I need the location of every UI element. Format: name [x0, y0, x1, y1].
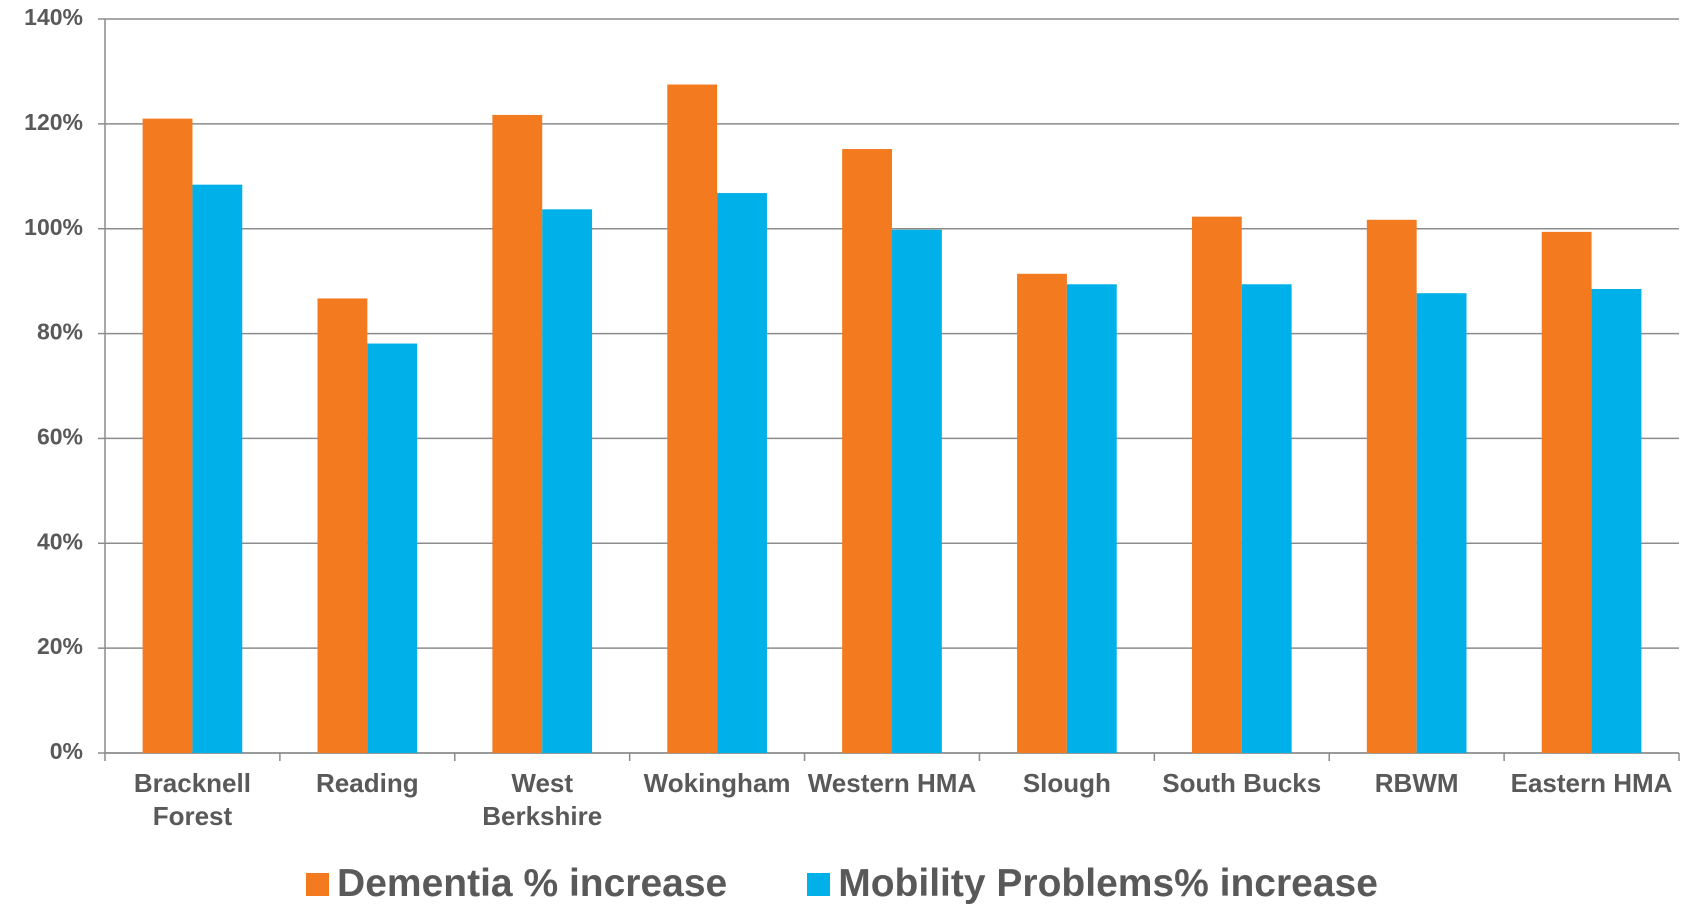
bar: [1416, 293, 1467, 753]
bar: [1591, 289, 1642, 753]
bar: [142, 118, 193, 754]
bar: [1241, 284, 1292, 753]
y-tick-label: 120%: [24, 109, 83, 135]
bar: [367, 343, 418, 753]
y-tick-label: 80%: [37, 319, 83, 345]
x-tick-label: Western HMA: [807, 768, 977, 798]
y-tick-label: 140%: [24, 4, 83, 30]
x-tick-label: Bracknell Forest: [133, 768, 251, 831]
x-tick-label: Reading: [316, 768, 419, 798]
legend-item: Mobility Problems% increase: [807, 862, 1378, 906]
y-tick-label: 0%: [50, 738, 83, 764]
legend-item: Dementia % increase: [306, 862, 727, 906]
x-tick-label: West Berkshire: [482, 768, 603, 831]
bar: [317, 298, 368, 753]
x-tick-label: Wokingham: [643, 768, 791, 798]
y-tick-label: 40%: [37, 528, 83, 554]
bar: [667, 84, 718, 754]
x-tick-label: Eastern HMA: [1510, 768, 1673, 798]
bar: [1541, 231, 1592, 754]
bar: [1191, 216, 1242, 754]
bar: [1066, 284, 1117, 753]
legend-label: Mobility Problems% increase: [838, 862, 1378, 905]
x-tick-label: South Bucks: [1162, 768, 1322, 798]
bar: [492, 114, 543, 754]
x-tick-label: Slough: [1022, 768, 1111, 798]
legend-label: Dementia % increase: [337, 862, 728, 905]
y-tick-label: 60%: [37, 424, 83, 450]
bar: [542, 209, 593, 753]
bar: [1017, 273, 1067, 753]
y-tick-label: 100%: [24, 214, 83, 240]
legend-swatch: [306, 872, 330, 896]
bar: [1366, 219, 1417, 754]
y-tick-label: 20%: [37, 633, 83, 659]
bar: [192, 184, 243, 753]
bar: [717, 193, 767, 753]
bar: [892, 229, 942, 753]
legend-swatch: [807, 872, 831, 896]
x-tick-label: RBWM: [1374, 768, 1459, 798]
bar: [842, 149, 892, 754]
legend: Dementia % increase Mobility Problems% in…: [0, 862, 1684, 906]
